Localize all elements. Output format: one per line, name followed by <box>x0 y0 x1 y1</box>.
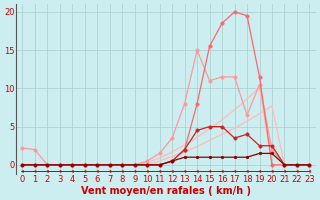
X-axis label: Vent moyen/en rafales ( km/h ): Vent moyen/en rafales ( km/h ) <box>81 186 251 196</box>
